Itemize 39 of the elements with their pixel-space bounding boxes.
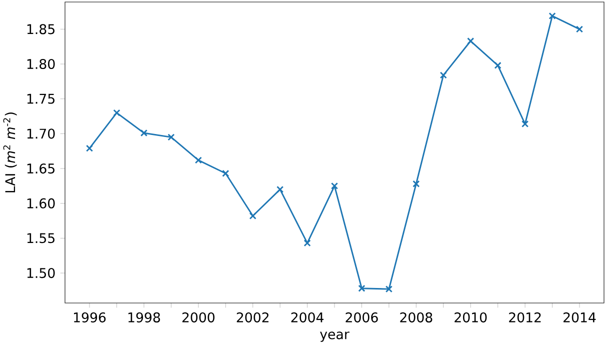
x-tick-label: 2012 — [509, 312, 541, 322]
y-axis-title: LAI (m$^{2}$ m$^{-2}$) — [3, 112, 17, 192]
point — [358, 284, 366, 292]
y-tick-label: 1.85 — [27, 24, 54, 34]
point — [222, 170, 230, 177]
y-tick-label: 1.75 — [27, 94, 54, 104]
y-tick-label: 1.70 — [27, 128, 55, 139]
x-tick-label: 2008 — [400, 312, 432, 322]
y-tick-label: 1.65 — [27, 163, 54, 174]
x-axis-title: year — [320, 332, 350, 342]
x-tick-label: 2004 — [291, 312, 324, 322]
y-tick-label: 1.55 — [27, 233, 54, 244]
x-tick-label: 2010 — [454, 312, 487, 322]
x-tick-label: 2000 — [182, 312, 214, 322]
y-tick-label: 1.50 — [27, 268, 55, 278]
point — [494, 62, 502, 69]
y-tick-label: 1.80 — [27, 58, 55, 70]
point — [467, 37, 474, 45]
point — [86, 144, 94, 152]
point — [521, 120, 529, 128]
x-tick-label: 1998 — [128, 312, 160, 322]
point — [440, 72, 447, 79]
point — [548, 12, 556, 20]
point — [385, 286, 393, 293]
point — [276, 186, 284, 193]
x-tick-label: 2002 — [236, 312, 268, 322]
point — [194, 156, 202, 164]
point — [304, 240, 311, 247]
point — [249, 212, 256, 220]
x-tick-label: 2006 — [346, 312, 378, 322]
point — [140, 129, 148, 137]
point — [330, 182, 338, 190]
point — [412, 180, 420, 188]
y-tick-label: 1.60 — [27, 198, 55, 208]
x-tick-label: 2014 — [564, 312, 596, 322]
point — [576, 26, 584, 33]
point — [113, 109, 120, 116]
x-tick-label: 1996 — [74, 312, 106, 322]
point — [168, 134, 175, 141]
